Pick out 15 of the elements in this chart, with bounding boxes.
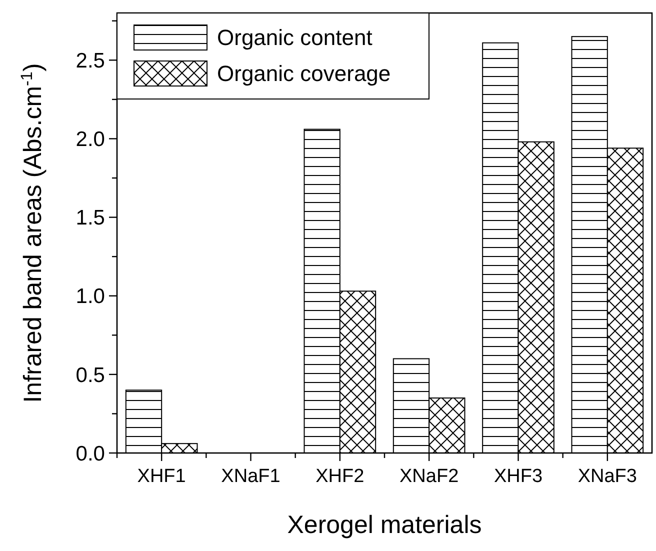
y-tick-label: 1.5 bbox=[76, 206, 105, 230]
x-tick-label: XNaF1 bbox=[221, 466, 280, 487]
x-tick-label: XNaF3 bbox=[578, 466, 637, 487]
legend-label: Organic content bbox=[217, 25, 372, 50]
x-tick-label: XHF2 bbox=[316, 466, 364, 487]
x-tick-label: XHF3 bbox=[494, 466, 543, 487]
x-tick-label: XNaF2 bbox=[400, 466, 459, 487]
y-tick-label: 0.5 bbox=[76, 364, 105, 387]
y-tick-label: 2.5 bbox=[76, 49, 105, 72]
y-tick-label: 2.0 bbox=[76, 128, 105, 152]
x-tick-label: XHF1 bbox=[137, 466, 186, 487]
x-axis-title: Xerogel materials bbox=[287, 511, 482, 539]
legend-label: Organic coverage bbox=[217, 61, 391, 86]
y-tick-label: 1.0 bbox=[76, 285, 105, 308]
y-tick-label: 0.0 bbox=[76, 442, 105, 466]
